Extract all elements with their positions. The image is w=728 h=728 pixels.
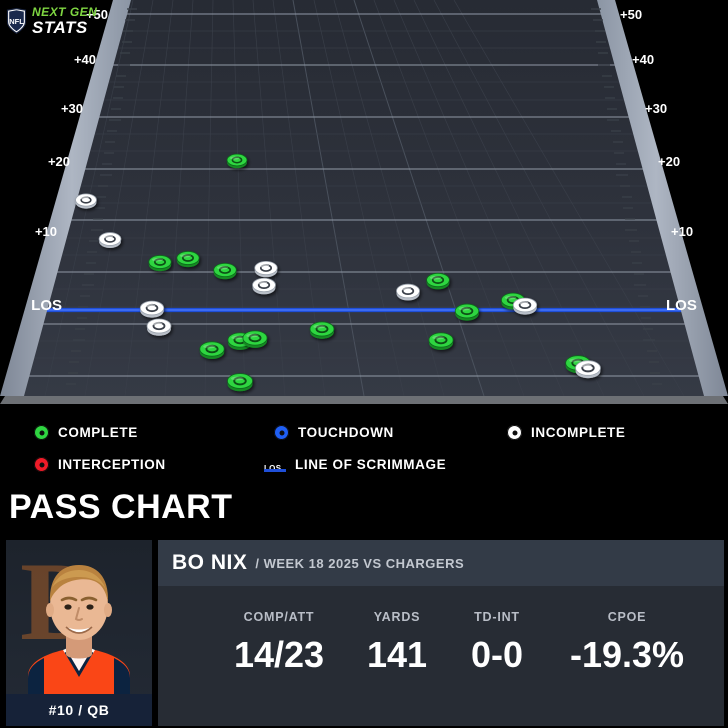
jersey-position-text: #10 / QB	[48, 702, 110, 718]
axis-rail-right	[597, 0, 728, 396]
pass-marker-incomplete-1[interactable]	[75, 193, 97, 209]
legend-label-incomplete: INCOMPLETE	[531, 425, 626, 440]
field-hash-columns	[292, 0, 485, 396]
los-chip-bar	[264, 468, 286, 472]
player-name: BO NIX	[172, 551, 248, 574]
pass-marker-complete-3[interactable]	[148, 255, 172, 272]
chart-legend: COMPLETE TOUCHDOWN INCOMPLETE INTERCEPTI…	[0, 414, 728, 486]
los-chip-text: LOS	[264, 464, 281, 473]
stats-bar: COMP/ATT 14/23 YARDS 141 TD-INT 0-0 CPOE…	[158, 586, 724, 726]
pass-marker-complete-0[interactable]	[226, 153, 248, 169]
axis-tick-left-2: +30	[61, 101, 83, 116]
legend-item-complete: COMPLETE	[34, 425, 138, 440]
page-title: PASS CHART	[9, 488, 233, 526]
stat-label-cpoe: CPOE	[607, 610, 647, 624]
touchdown-dot-icon	[274, 425, 289, 440]
field-front-edge	[0, 396, 728, 404]
pass-marker-complete-5[interactable]	[213, 262, 237, 280]
los-label-right: LOS	[666, 297, 697, 314]
pass-marker-complete-4[interactable]	[176, 251, 200, 268]
axis-tick-right-2: +30	[645, 101, 667, 116]
player-info-column: BO NIX / WEEK 18 2025 VS CHARGERS COMP/A…	[158, 540, 724, 726]
stat-label-yards: YARDS	[373, 610, 421, 624]
axis-tick-right-4: +10	[671, 224, 693, 239]
axis-labels-right: +50 +40 +30 +20 +10 LOS	[620, 7, 697, 314]
legend-item-line-of-scrimmage: LOS LINE OF SCRIMMAGE	[264, 457, 446, 472]
pass-marker-incomplete-22[interactable]	[575, 360, 601, 379]
pass-markers-layer	[75, 153, 601, 392]
stat-label-td-int: TD-INT	[474, 610, 520, 624]
pass-marker-incomplete-7[interactable]	[252, 277, 276, 295]
pass-marker-incomplete-10[interactable]	[139, 300, 165, 318]
nfl-shield-icon: NFL	[6, 8, 27, 34]
player-name-bar: BO NIX / WEEK 18 2025 VS CHARGERS	[158, 540, 724, 586]
axis-tick-left-4: +10	[35, 224, 57, 239]
player-headshot: D	[6, 540, 152, 726]
pass-marker-incomplete-8[interactable]	[396, 283, 420, 301]
legend-item-interception: INTERCEPTION	[34, 457, 166, 472]
axis-tick-right-0: +50	[620, 7, 642, 22]
stat-cpoe: CPOE -19.3%	[540, 586, 714, 726]
pass-marker-complete-19[interactable]	[428, 332, 454, 350]
stat-value-cpoe: -19.3%	[569, 634, 685, 675]
stat-label-comp-att: COMP/ATT	[243, 610, 315, 624]
axis-tick-right-1: +40	[632, 52, 654, 67]
axis-tick-left-0: +50	[86, 7, 108, 22]
player-summary-panel: D	[0, 538, 728, 728]
interception-dot-icon	[34, 457, 49, 472]
complete-dot-icon	[34, 425, 49, 440]
next-gen-stats-logo: NFL NEXT GEN STATS	[6, 6, 104, 42]
axis-ticks-left	[66, 8, 137, 385]
ngs-line-2: STATS	[32, 18, 88, 37]
axis-tick-right-3: +20	[658, 154, 680, 169]
pass-marker-complete-15[interactable]	[309, 321, 335, 339]
stat-value-comp-att: 14/23	[233, 634, 325, 675]
pass-marker-incomplete-2[interactable]	[98, 232, 122, 248]
incomplete-dot-icon	[507, 425, 522, 440]
axis-tick-left-1: +40	[74, 52, 96, 67]
stat-td-int: TD-INT 0-0	[410, 586, 584, 726]
pass-marker-incomplete-13[interactable]	[512, 297, 538, 315]
svg-text:NFL: NFL	[9, 17, 24, 26]
pass-chart-field: +50 +40 +30 +20 +10 LOS +50 +40 +30 +20 …	[0, 0, 728, 404]
axis-tick-left-3: +20	[48, 154, 70, 169]
stat-yards: YARDS 141	[310, 586, 484, 726]
pass-marker-complete-18[interactable]	[242, 330, 268, 348]
axis-ticks-right	[591, 8, 662, 385]
pass-marker-complete-16[interactable]	[199, 341, 225, 360]
field-perspective-svg: +50 +40 +30 +20 +10 LOS +50 +40 +30 +20 …	[0, 0, 728, 404]
player-portrait-illustration	[28, 565, 130, 700]
axis-labels-left: +50 +40 +30 +20 +10 LOS	[31, 7, 108, 314]
legend-label-touchdown: TOUCHDOWN	[298, 425, 394, 440]
legend-label-interception: INTERCEPTION	[58, 457, 166, 472]
jersey-position-banner: #10 / QB	[6, 694, 152, 726]
legend-item-incomplete: INCOMPLETE	[507, 425, 626, 440]
axis-rail-left	[0, 0, 131, 396]
los-label-left: LOS	[31, 297, 62, 314]
stat-value-td-int: 0-0	[470, 634, 524, 675]
pass-marker-complete-11[interactable]	[454, 303, 480, 321]
pass-marker-complete-20[interactable]	[227, 373, 253, 392]
field-surface	[5, 0, 723, 396]
game-context: / WEEK 18 2025 VS CHARGERS	[255, 555, 465, 571]
legend-item-touchdown: TOUCHDOWN	[274, 425, 394, 440]
stat-value-yards: 141	[366, 634, 428, 675]
legend-label-line-of-scrimmage: LINE OF SCRIMMAGE	[295, 457, 447, 472]
los-marker-icon: LOS	[264, 458, 286, 472]
pass-marker-incomplete-14[interactable]	[146, 318, 172, 336]
pass-marker-incomplete-6[interactable]	[254, 260, 278, 278]
legend-label-complete: COMPLETE	[58, 425, 138, 440]
ngs-line-1: NEXT GEN	[32, 5, 98, 19]
stat-comp-att: COMP/ATT 14/23	[192, 586, 366, 726]
pass-marker-complete-9[interactable]	[426, 272, 450, 290]
